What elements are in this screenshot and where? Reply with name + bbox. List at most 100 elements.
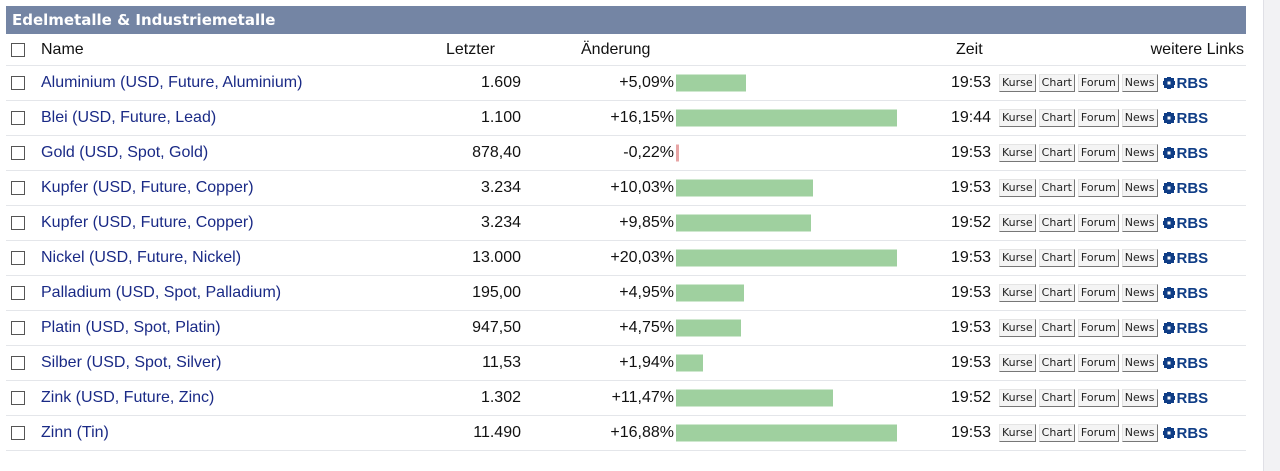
- forum-button[interactable]: Forum: [1077, 74, 1119, 92]
- header-name[interactable]: Name: [41, 40, 84, 58]
- rbs-link[interactable]: RBS: [1162, 249, 1209, 267]
- header-time[interactable]: Zeit: [956, 40, 983, 58]
- instrument-link[interactable]: Kupfer (USD, Future, Copper): [41, 214, 254, 231]
- row-checkbox[interactable]: [11, 356, 25, 370]
- last-price: 3.234: [480, 214, 521, 231]
- forum-button[interactable]: Forum: [1077, 109, 1119, 127]
- row-checkbox[interactable]: [11, 391, 25, 405]
- instrument-link[interactable]: Zinn (Tin): [41, 424, 109, 441]
- news-button[interactable]: News: [1121, 389, 1158, 407]
- rbs-link[interactable]: RBS: [1162, 424, 1209, 442]
- news-button[interactable]: News: [1121, 354, 1158, 372]
- row-checkbox[interactable]: [11, 426, 25, 440]
- rbs-link[interactable]: RBS: [1162, 180, 1208, 197]
- news-button[interactable]: News: [1121, 284, 1158, 302]
- forum-button[interactable]: Forum: [1077, 319, 1119, 337]
- kurse-button[interactable]: Kurse: [999, 354, 1036, 372]
- instrument-link[interactable]: Nickel (USD, Future, Nickel): [41, 249, 242, 266]
- row-checkbox[interactable]: [11, 286, 25, 300]
- kurse-button[interactable]: Kurse: [999, 389, 1036, 407]
- rbs-link[interactable]: RBS: [1162, 110, 1208, 127]
- rbs-label: RBS: [1176, 249, 1209, 267]
- kurse-button[interactable]: Kurse: [999, 109, 1036, 127]
- kurse-button[interactable]: Kurse: [999, 249, 1036, 267]
- forum-button[interactable]: Forum: [1077, 284, 1119, 302]
- news-button[interactable]: News: [1121, 214, 1158, 232]
- table-header: Name Letzter Änderung Zeit weitere Links: [6, 34, 1246, 66]
- instrument-link[interactable]: Silber (USD, Spot, Silver): [41, 354, 222, 371]
- instrument-link[interactable]: Zink (USD, Future, Zinc): [41, 389, 215, 406]
- instrument-link[interactable]: Kupfer (USD, Future, Copper): [41, 179, 254, 196]
- rbs-label: RBS: [1176, 389, 1209, 407]
- instrument-link[interactable]: Aluminium (USD, Future, Aluminium): [41, 74, 303, 91]
- rbs-link[interactable]: RBS: [1162, 75, 1208, 92]
- news-button[interactable]: News: [1121, 424, 1158, 442]
- chart-button[interactable]: Chart: [1038, 284, 1075, 302]
- change-bar: [676, 214, 811, 232]
- change-bar-track: [676, 109, 906, 127]
- select-all-checkbox[interactable]: [11, 42, 25, 57]
- kurse-button[interactable]: Kurse: [999, 74, 1036, 92]
- instrument-link[interactable]: Platin (USD, Spot, Platin): [41, 319, 221, 336]
- chart-button[interactable]: Chart: [1038, 424, 1075, 442]
- chart-button[interactable]: Chart: [1038, 389, 1075, 407]
- kurse-button[interactable]: Kurse: [999, 144, 1036, 162]
- table-row: Platin (USD, Spot, Platin) 947,50 +4,75% 19…: [6, 311, 1246, 346]
- chart-button[interactable]: Chart: [1038, 179, 1075, 197]
- kurse-button[interactable]: Kurse: [999, 179, 1036, 197]
- rbs-label: RBS: [1176, 424, 1209, 442]
- forum-button[interactable]: Forum: [1077, 424, 1119, 442]
- forum-button[interactable]: Forum: [1077, 389, 1119, 407]
- chart-button[interactable]: Chart: [1038, 144, 1075, 162]
- metals-panel: Edelmetalle & Industriemetalle Name Letz…: [6, 6, 1246, 451]
- rbs-link[interactable]: RBS: [1162, 355, 1208, 372]
- instrument-link[interactable]: Gold (USD, Spot, Gold): [41, 144, 209, 161]
- chart-button[interactable]: Chart: [1038, 354, 1075, 372]
- rbs-link[interactable]: RBS: [1162, 389, 1209, 407]
- table-row: Zinn (Tin) 11.490 +16,88% 19:53 Kurse Chart Fo…: [6, 416, 1246, 451]
- chart-button[interactable]: Chart: [1038, 109, 1075, 127]
- row-checkbox[interactable]: [11, 251, 25, 265]
- instrument-link[interactable]: Blei (USD, Future, Lead): [41, 109, 217, 126]
- instrument-link[interactable]: Palladium (USD, Spot, Palladium): [41, 284, 282, 301]
- chart-button[interactable]: Chart: [1038, 319, 1075, 337]
- news-button[interactable]: News: [1121, 179, 1158, 197]
- kurse-button[interactable]: Kurse: [999, 284, 1036, 302]
- scrollbar[interactable]: [1263, 0, 1280, 471]
- kurse-button[interactable]: Kurse: [999, 319, 1036, 337]
- rbs-label: RBS: [1176, 284, 1209, 302]
- table-row: Zink (USD, Future, Zinc) 1.302 +11,47% 19:5…: [6, 381, 1246, 416]
- row-checkbox[interactable]: [11, 111, 25, 125]
- row-checkbox[interactable]: [11, 216, 25, 230]
- table-row: Kupfer (USD, Future, Copper) 3.234 +10,03%…: [6, 171, 1246, 206]
- kurse-button[interactable]: Kurse: [999, 424, 1036, 442]
- row-checkbox[interactable]: [11, 146, 25, 160]
- forum-button[interactable]: Forum: [1077, 354, 1119, 372]
- forum-button[interactable]: Forum: [1077, 144, 1119, 162]
- rbs-link[interactable]: RBS: [1162, 284, 1209, 302]
- row-checkbox[interactable]: [11, 321, 25, 335]
- header-change[interactable]: Änderung: [581, 40, 651, 58]
- rbs-link[interactable]: RBS: [1162, 215, 1208, 232]
- last-price: 947,50: [472, 319, 521, 336]
- news-button[interactable]: News: [1121, 109, 1158, 127]
- chart-button[interactable]: Chart: [1038, 74, 1075, 92]
- chart-button[interactable]: Chart: [1038, 249, 1075, 267]
- news-button[interactable]: News: [1121, 249, 1158, 267]
- rbs-logo-icon: [1162, 112, 1175, 124]
- forum-button[interactable]: Forum: [1077, 179, 1119, 197]
- row-checkbox[interactable]: [11, 181, 25, 195]
- news-button[interactable]: News: [1121, 319, 1158, 337]
- news-button[interactable]: News: [1121, 74, 1158, 92]
- news-button[interactable]: News: [1121, 144, 1158, 162]
- rbs-logo-icon: [1162, 392, 1175, 404]
- forum-button[interactable]: Forum: [1077, 214, 1119, 232]
- kurse-button[interactable]: Kurse: [999, 214, 1036, 232]
- chart-button[interactable]: Chart: [1038, 214, 1075, 232]
- rbs-link[interactable]: RBS: [1162, 320, 1208, 337]
- change-bar: [676, 109, 897, 127]
- rbs-link[interactable]: RBS: [1162, 145, 1208, 162]
- row-checkbox[interactable]: [11, 76, 25, 90]
- header-last[interactable]: Letzter: [446, 40, 495, 58]
- forum-button[interactable]: Forum: [1077, 249, 1119, 267]
